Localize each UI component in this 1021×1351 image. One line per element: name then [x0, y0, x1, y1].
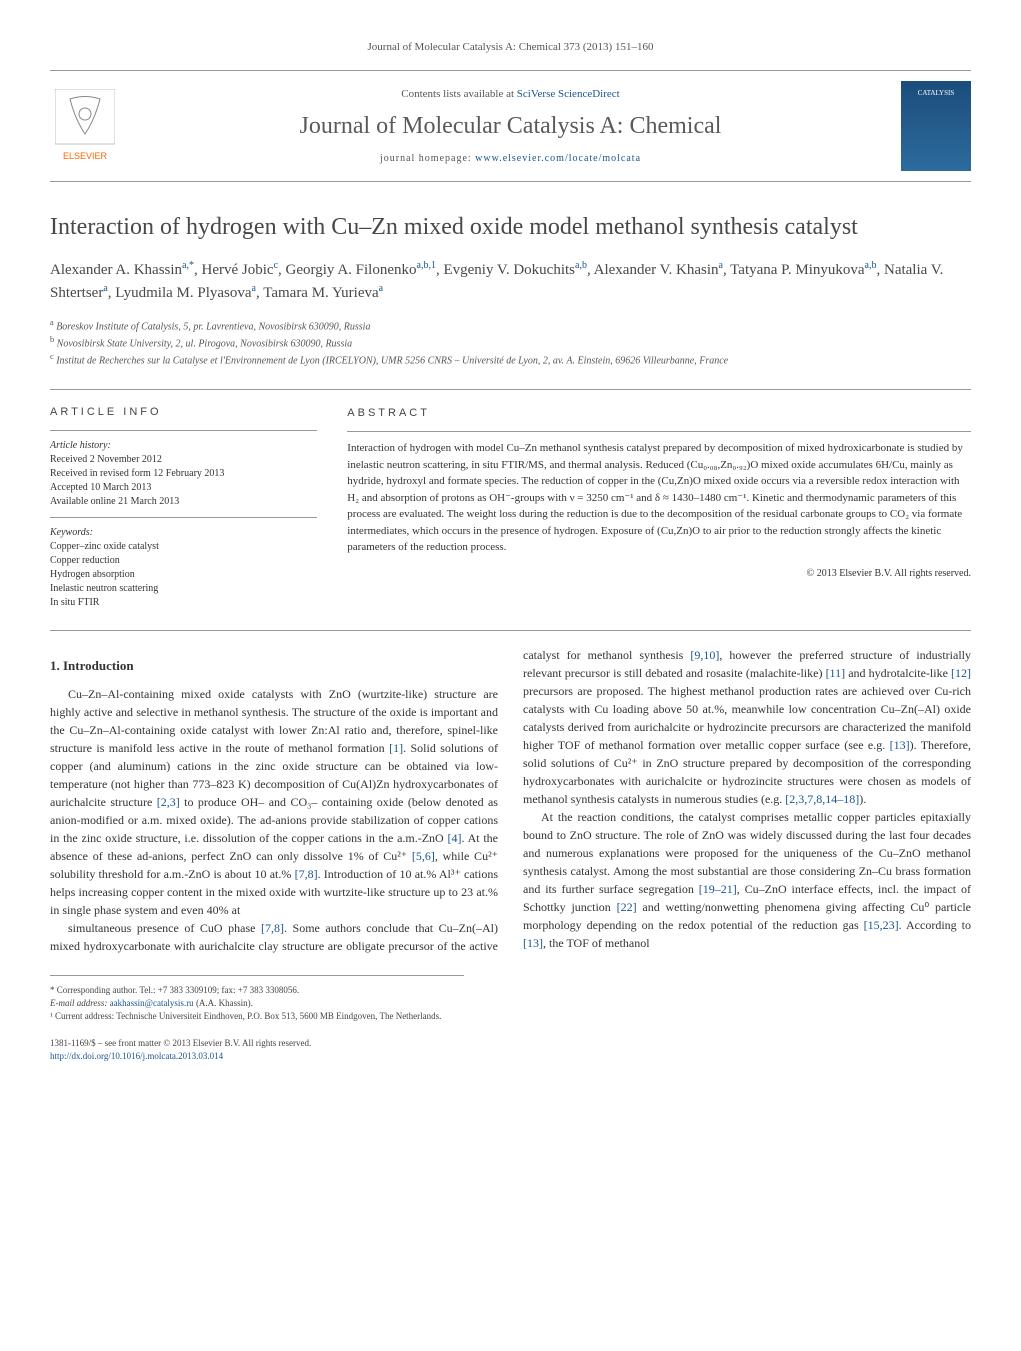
- history-item: Available online 21 March 2013: [50, 495, 317, 509]
- author: Evgeniy V. Dokuchitsa,b: [443, 262, 586, 278]
- keyword-item: Copper reduction: [50, 554, 317, 568]
- footnote-1: ¹ Current address: Technische Universite…: [50, 1010, 464, 1023]
- keywords-label: Keywords:: [50, 526, 317, 540]
- history-label: Article history:: [50, 439, 317, 453]
- author: Lyudmila M. Plyasovaa: [115, 285, 256, 301]
- author: Tamara M. Yurievaa: [263, 285, 383, 301]
- history-list: Received 2 November 2012Received in revi…: [50, 453, 317, 509]
- contents-text: Contents lists available at: [401, 88, 516, 100]
- citation-ref[interactable]: [7,8]: [261, 921, 284, 935]
- contents-link-line: Contents lists available at SciVerse Sci…: [120, 87, 901, 102]
- article-title: Interaction of hydrogen with Cu–Zn mixed…: [50, 212, 971, 243]
- citation-ref[interactable]: [22]: [617, 900, 637, 914]
- citation-ref[interactable]: [13]: [890, 738, 910, 752]
- keyword-item: Hydrogen absorption: [50, 568, 317, 582]
- keyword-item: Inelastic neutron scattering: [50, 582, 317, 596]
- email-line: E-mail address: aakhassin@catalysis.ru (…: [50, 997, 464, 1010]
- affiliation: a Boreskov Institute of Catalysis, 5, pr…: [50, 317, 971, 334]
- cover-text: CATALYSIS: [918, 89, 954, 99]
- main-body: 1. Introduction Cu–Zn–Al-containing mixe…: [50, 646, 971, 956]
- issn-line: 1381-1169/$ – see front matter © 2013 El…: [50, 1037, 311, 1050]
- footnotes: * Corresponding author. Tel.: +7 383 330…: [50, 975, 464, 1022]
- abstract-section: ABSTRACT Interaction of hydrogen with mo…: [347, 405, 971, 610]
- homepage-url[interactable]: www.elsevier.com/locate/molcata: [475, 153, 641, 164]
- svg-text:ELSEVIER: ELSEVIER: [63, 151, 108, 161]
- article-info-sidebar: ARTICLE INFO Article history: Received 2…: [50, 405, 317, 610]
- email-label: E-mail address:: [50, 998, 110, 1008]
- keywords-list: Copper–zinc oxide catalystCopper reducti…: [50, 540, 317, 610]
- publisher-logo: ELSEVIER: [50, 86, 120, 166]
- citation-ref[interactable]: [15,23]: [864, 918, 899, 932]
- journal-cover-thumbnail: CATALYSIS: [901, 81, 971, 171]
- citation-ref[interactable]: [12]: [951, 666, 971, 680]
- author: Hervé Jobicc: [202, 262, 279, 278]
- copyright-line: © 2013 Elsevier B.V. All rights reserved…: [347, 566, 971, 581]
- journal-title: Journal of Molecular Catalysis A: Chemic…: [120, 110, 901, 144]
- homepage-line: journal homepage: www.elsevier.com/locat…: [120, 152, 901, 166]
- citation-ref[interactable]: [2,3,7,8,14–18]: [785, 792, 859, 806]
- article-info-header: ARTICLE INFO: [50, 405, 317, 420]
- history-item: Received 2 November 2012: [50, 453, 317, 467]
- history-item: Received in revised form 12 February 201…: [50, 467, 317, 481]
- citation-ref[interactable]: [11]: [826, 666, 846, 680]
- intro-paragraph-1: Cu–Zn–Al-containing mixed oxide catalyst…: [50, 685, 498, 919]
- author: Alexander V. Khasina: [594, 262, 723, 278]
- abstract-text: Interaction of hydrogen with model Cu–Zn…: [347, 440, 971, 556]
- history-item: Accepted 10 March 2013: [50, 481, 317, 495]
- citation-ref[interactable]: [13]: [523, 936, 543, 950]
- corresponding-author: * Corresponding author. Tel.: +7 383 330…: [50, 984, 464, 997]
- affiliation: b Novosibirsk State University, 2, ul. P…: [50, 334, 971, 351]
- doi-link[interactable]: http://dx.doi.org/10.1016/j.molcata.2013…: [50, 1050, 311, 1063]
- sciencedirect-link[interactable]: SciVerse ScienceDirect: [517, 88, 620, 100]
- keyword-item: In situ FTIR: [50, 596, 317, 610]
- homepage-label: journal homepage:: [380, 153, 475, 164]
- citation-ref[interactable]: [5,6]: [412, 849, 435, 863]
- author: Tatyana P. Minyukovaa,b: [730, 262, 876, 278]
- citation-ref[interactable]: [7,8]: [295, 867, 318, 881]
- affiliations-list: a Boreskov Institute of Catalysis, 5, pr…: [50, 317, 971, 369]
- citation-ref[interactable]: [4]: [447, 831, 461, 845]
- section-intro-title: 1. Introduction: [50, 656, 498, 676]
- divider: [50, 389, 971, 390]
- intro-paragraph-3: At the reaction conditions, the catalyst…: [523, 808, 971, 952]
- citation-ref[interactable]: [9,10]: [690, 648, 719, 662]
- citation-header: Journal of Molecular Catalysis A: Chemic…: [50, 40, 971, 55]
- affiliation: c Institut de Recherches sur la Catalyse…: [50, 351, 971, 368]
- author: Alexander A. Khassina,*: [50, 262, 194, 278]
- citation-ref[interactable]: [19–21]: [699, 882, 737, 896]
- bottom-bar: 1381-1169/$ – see front matter © 2013 El…: [50, 1037, 971, 1062]
- author: Georgiy A. Filonenkoa,b,1: [286, 262, 436, 278]
- keyword-item: Copper–zinc oxide catalyst: [50, 540, 317, 554]
- citation-ref[interactable]: [1]: [389, 741, 403, 755]
- citation-ref[interactable]: [2,3]: [157, 795, 180, 809]
- abstract-header: ABSTRACT: [347, 405, 971, 422]
- email-link[interactable]: aakhassin@catalysis.ru: [110, 998, 194, 1008]
- journal-header-bar: ELSEVIER Contents lists available at Sci…: [50, 70, 971, 182]
- email-name: (A.A. Khassin).: [194, 998, 253, 1008]
- author-list: Alexander A. Khassina,*, Hervé Jobicc, G…: [50, 258, 971, 305]
